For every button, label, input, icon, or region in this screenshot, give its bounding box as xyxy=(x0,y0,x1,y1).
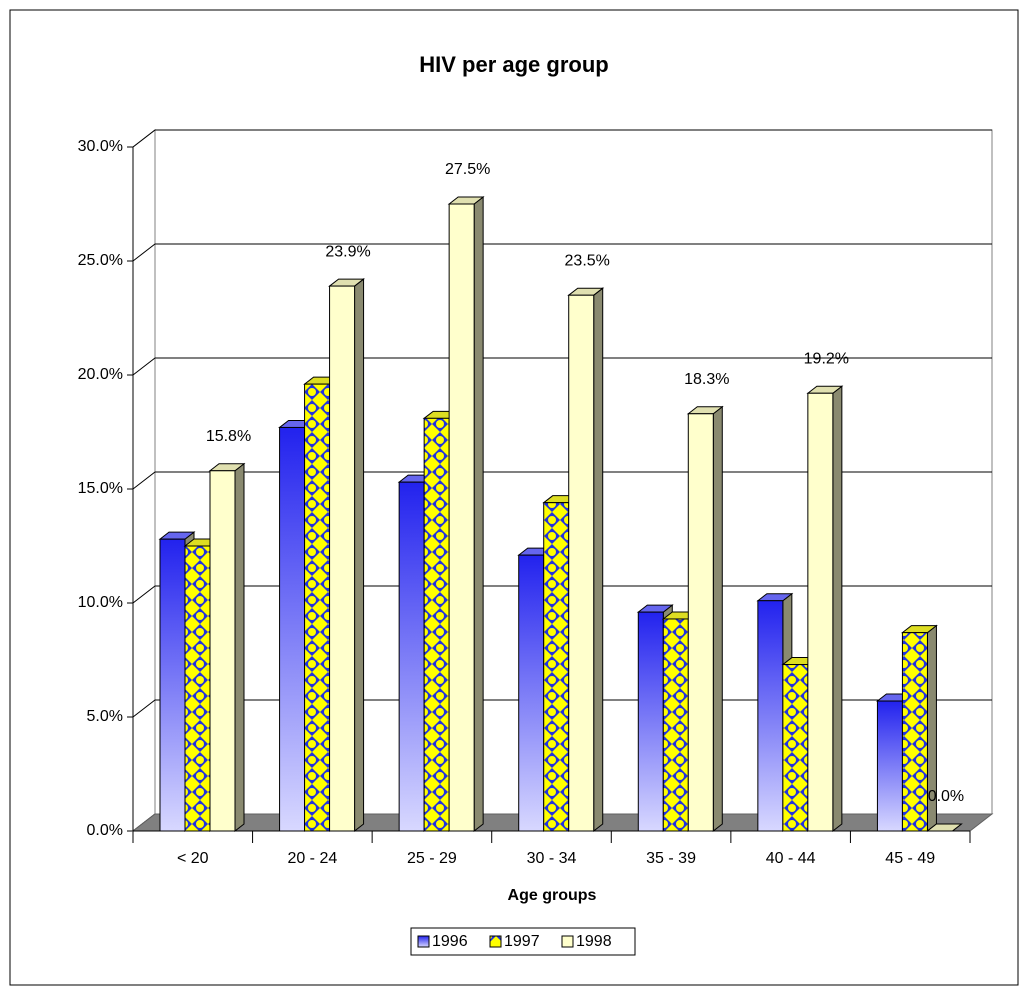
bar-side xyxy=(354,278,365,833)
y-tick-label: 10.0% xyxy=(78,594,123,611)
y-tick-label: 0.0% xyxy=(87,822,123,839)
x-tick-label: 30 - 34 xyxy=(527,850,577,867)
bar xyxy=(568,294,595,832)
bar xyxy=(876,700,903,832)
data-label: 15.8% xyxy=(206,428,251,445)
legend-label: 1998 xyxy=(576,933,612,950)
bar xyxy=(279,426,306,832)
bar xyxy=(687,413,714,832)
y-tick-label: 30.0% xyxy=(78,138,123,155)
y-tick-label: 25.0% xyxy=(78,252,123,269)
x-tick-label: 40 - 44 xyxy=(766,850,816,867)
legend xyxy=(410,927,636,956)
bar-top xyxy=(925,823,963,832)
x-tick-label: 25 - 29 xyxy=(407,850,457,867)
bar xyxy=(159,538,186,832)
bar xyxy=(209,470,236,832)
legend-swatch xyxy=(561,935,574,948)
data-label: 18.3% xyxy=(684,371,729,388)
legend-label: 1997 xyxy=(504,933,540,950)
data-label: 23.9% xyxy=(325,243,370,260)
bar xyxy=(662,618,689,832)
bar xyxy=(757,600,784,832)
grid-line xyxy=(132,129,992,148)
grid-line xyxy=(132,243,992,262)
data-label: 27.5% xyxy=(445,161,490,178)
data-label: 23.5% xyxy=(565,252,610,269)
bar-side xyxy=(234,462,245,833)
legend-swatch xyxy=(489,935,502,948)
x-axis-title: Age groups xyxy=(508,887,597,904)
legend-label: 1996 xyxy=(432,933,468,950)
x-tick-label: 45 - 49 xyxy=(885,850,935,867)
bar-side xyxy=(832,385,843,833)
grid-line xyxy=(132,357,992,376)
chart-title: HIV per age group xyxy=(419,52,608,77)
bar xyxy=(543,502,570,832)
bar xyxy=(637,611,664,832)
data-label: 19.2% xyxy=(804,350,849,367)
bar xyxy=(807,392,834,832)
bar xyxy=(901,632,928,832)
bar-side xyxy=(712,405,723,833)
bar xyxy=(184,545,211,832)
bar xyxy=(782,664,809,832)
bar-side xyxy=(593,287,604,833)
data-label: 0.0% xyxy=(928,788,964,805)
y-tick-label: 20.0% xyxy=(78,366,123,383)
y-tick-label: 15.0% xyxy=(78,480,123,497)
bar xyxy=(329,285,356,832)
plot-area: 0.0% 5.0% 10.0% 15.0% 20.0% 25.0% 30.0% < 20 15.… xyxy=(78,128,994,867)
bar-side xyxy=(473,195,484,833)
x-tick-label: 20 - 24 xyxy=(287,850,337,867)
bar xyxy=(398,481,425,832)
legend-swatch xyxy=(417,935,430,948)
bar xyxy=(304,383,331,832)
bar xyxy=(448,203,475,832)
bar xyxy=(518,554,545,832)
y-tick-label: 5.0% xyxy=(87,708,123,725)
x-tick-label: 35 - 39 xyxy=(646,850,696,867)
bar xyxy=(423,417,450,832)
x-tick-label: < 20 xyxy=(177,850,209,867)
